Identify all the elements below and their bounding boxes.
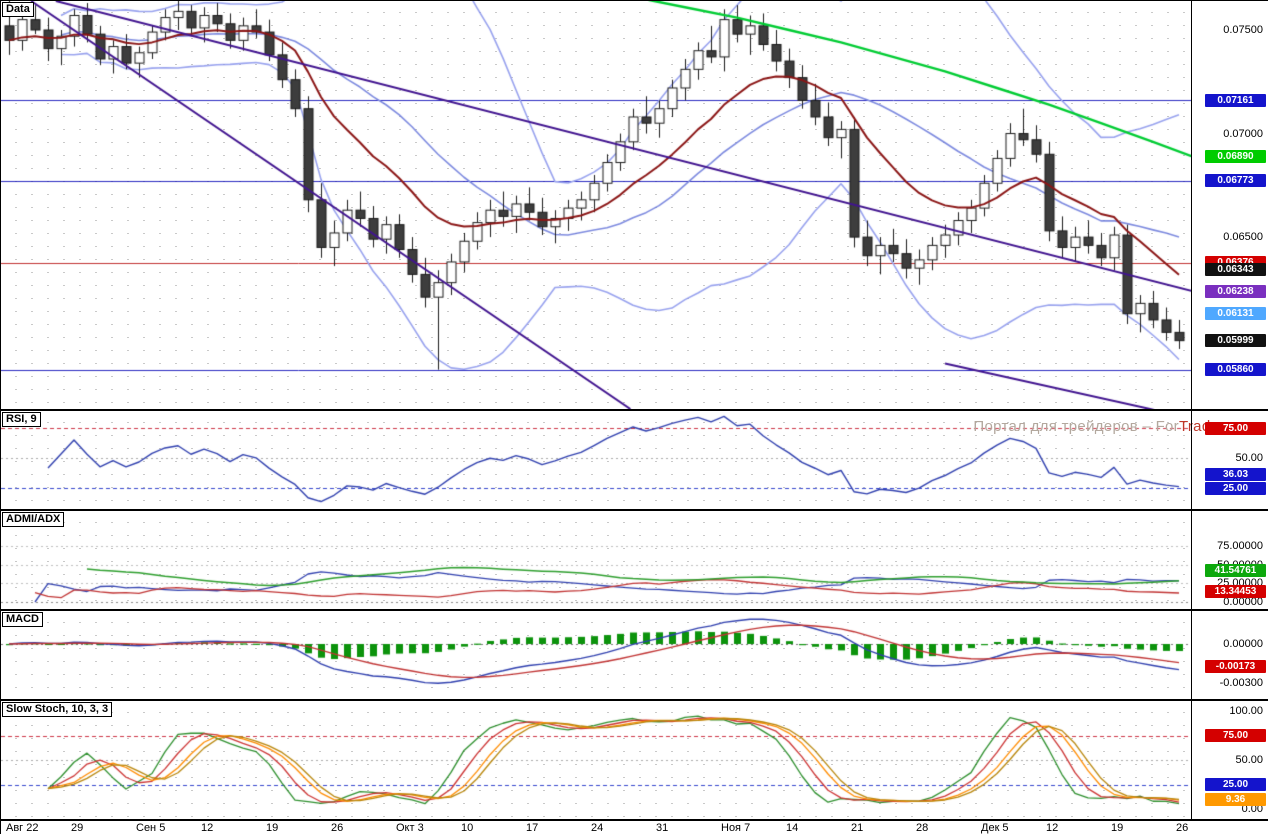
price-badge: 0.06773 <box>1205 174 1266 187</box>
axis-tick-label: 50.00 <box>1235 452 1263 464</box>
price-badge: 25.00 <box>1205 778 1266 791</box>
stochastic-panel <box>1 701 1191 819</box>
time-axis-label: 19 <box>266 822 279 834</box>
axis-tick-label: 0.00 <box>1241 803 1263 815</box>
axis-border-line <box>1191 1 1192 821</box>
time-axis-label: 21 <box>851 822 864 834</box>
price-chart-panel <box>1 1 1191 409</box>
time-axis-label: 17 <box>526 822 539 834</box>
price-badge: 0.05999 <box>1205 334 1266 347</box>
time-axis-label: Ноя 7 <box>721 822 751 834</box>
price-chart-canvas[interactable] <box>1 1 1191 409</box>
price-badge: 0.07161 <box>1205 94 1266 107</box>
time-axis-label: 14 <box>786 822 799 834</box>
price-badge: 0.06343 <box>1205 263 1266 276</box>
panel-separator[interactable] <box>1 409 1268 411</box>
time-axis-label: 26 <box>1176 822 1189 834</box>
time-axis-label: 12 <box>201 822 214 834</box>
panel-label-data: Data <box>2 2 34 17</box>
time-axis-label: 29 <box>71 822 84 834</box>
time-axis-label: 24 <box>591 822 604 834</box>
panel-separator[interactable] <box>1 819 1268 821</box>
panel-separator[interactable] <box>1 609 1268 611</box>
adx-canvas[interactable] <box>1 511 1191 609</box>
rsi-panel <box>1 411 1191 509</box>
price-badge: 0.06890 <box>1205 150 1266 163</box>
watermark: Портал для трейдеров – ForTrader.ru <box>973 418 1242 435</box>
time-axis-label: 19 <box>1111 822 1124 834</box>
price-badge: 41.54761 <box>1205 564 1266 577</box>
stochastic-canvas[interactable] <box>1 701 1191 819</box>
time-axis-label: Сен 5 <box>136 822 166 834</box>
price-badge: 0.06238 <box>1205 285 1266 298</box>
axis-tick-label: 100.00 <box>1229 705 1263 717</box>
axis-tick-label: 0.00000 <box>1223 596 1263 608</box>
time-axis-label: 28 <box>916 822 929 834</box>
axis-tick-label: 0.00000 <box>1223 638 1263 650</box>
panel-label-macd: MACD <box>2 612 43 627</box>
time-axis-label: 26 <box>331 822 344 834</box>
price-badge: 36.03 <box>1205 468 1266 481</box>
panel-label-stoch: Slow Stoch, 10, 3, 3 <box>2 702 113 717</box>
price-badge: 13.34453 <box>1205 585 1266 598</box>
rsi-canvas[interactable] <box>1 411 1191 509</box>
time-axis-label: 31 <box>656 822 669 834</box>
panel-label-rsi: RSI, 9 <box>2 412 41 427</box>
adx-panel <box>1 511 1191 609</box>
macd-canvas[interactable] <box>1 611 1191 699</box>
axis-tick-label: 50.00 <box>1235 754 1263 766</box>
price-badge: 0.06131 <box>1205 307 1266 320</box>
time-axis-label: Окт 3 <box>396 822 424 834</box>
panel-separator[interactable] <box>1 699 1268 701</box>
watermark-text: Портал для трейдеров – For <box>973 418 1179 435</box>
axis-tick-label: 0.06500 <box>1223 231 1263 243</box>
axis-tick-label: 0.07500 <box>1223 24 1263 36</box>
price-badge: 0.05860 <box>1205 363 1266 376</box>
time-axis-label: Дек 5 <box>981 822 1009 834</box>
price-badge: 75.00 <box>1205 729 1266 742</box>
panel-separator[interactable] <box>1 509 1268 511</box>
price-badge: 25.00 <box>1205 482 1266 495</box>
price-badge: 75.00 <box>1205 422 1266 435</box>
panel-label-adx: ADMI/ADX <box>2 512 65 527</box>
axis-tick-label: 75.00000 <box>1217 540 1263 552</box>
axis-tick-label: 0.07000 <box>1223 128 1263 140</box>
axis-tick-label: -0.00300 <box>1219 677 1263 689</box>
price-badge: 9.36 <box>1205 793 1266 806</box>
price-badge: -0.00173 <box>1205 660 1266 673</box>
time-axis-label: 12 <box>1046 822 1059 834</box>
time-axis-label: Авг 22 <box>6 822 39 834</box>
time-axis-row <box>1 821 1268 834</box>
time-axis-label: 10 <box>461 822 474 834</box>
price-axis-column <box>1192 1 1268 834</box>
macd-panel <box>1 611 1191 699</box>
